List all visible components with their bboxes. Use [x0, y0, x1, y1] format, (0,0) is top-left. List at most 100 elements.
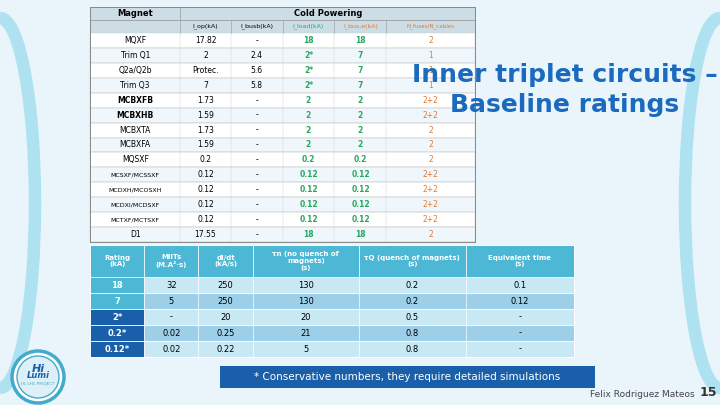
Text: 1.59: 1.59 — [197, 141, 214, 149]
Text: 250: 250 — [217, 296, 233, 305]
Text: MCDXI/MCDSXF: MCDXI/MCDSXF — [111, 202, 160, 207]
Text: 15: 15 — [699, 386, 716, 399]
Text: 0.12: 0.12 — [300, 185, 318, 194]
Text: -: - — [255, 200, 258, 209]
Text: -: - — [255, 171, 258, 179]
Bar — [90, 123, 475, 138]
Text: 2: 2 — [306, 96, 311, 104]
Text: 2: 2 — [358, 126, 363, 134]
Bar — [90, 341, 144, 357]
Text: 2: 2 — [428, 36, 433, 45]
Text: * Conservative numbers, they require detailed simulations: * Conservative numbers, they require det… — [254, 372, 561, 382]
Text: 20: 20 — [220, 313, 231, 322]
Text: Lumi: Lumi — [27, 371, 50, 381]
Text: -: - — [255, 141, 258, 149]
Bar — [90, 325, 574, 341]
Bar — [220, 366, 595, 388]
Bar — [90, 167, 475, 182]
Text: 0.25: 0.25 — [216, 328, 235, 337]
Text: 7: 7 — [358, 51, 363, 60]
Bar — [90, 93, 475, 108]
Text: 2*: 2* — [304, 51, 313, 60]
Text: HL·LHC PROJECT: HL·LHC PROJECT — [21, 382, 55, 386]
Text: 18: 18 — [303, 36, 314, 45]
Text: 21: 21 — [301, 328, 311, 337]
Text: 0.8: 0.8 — [405, 328, 419, 337]
Text: 0.5: 0.5 — [406, 313, 419, 322]
Text: MQSXF: MQSXF — [122, 156, 148, 164]
Text: 7: 7 — [358, 66, 363, 75]
Text: 0.02: 0.02 — [162, 345, 181, 354]
Text: 2: 2 — [306, 126, 311, 134]
Text: -: - — [255, 230, 258, 239]
Text: 2: 2 — [358, 111, 363, 119]
Text: -: - — [255, 185, 258, 194]
Text: MCBXFA: MCBXFA — [120, 141, 150, 149]
Circle shape — [17, 356, 59, 398]
Text: 17.82: 17.82 — [194, 36, 216, 45]
Text: 0.12*: 0.12* — [104, 345, 130, 354]
Text: τn (no quench of
magnets)
(s): τn (no quench of magnets) (s) — [272, 251, 339, 271]
Text: 0.12: 0.12 — [510, 296, 529, 305]
Text: 2*: 2* — [304, 66, 313, 75]
Text: 18: 18 — [303, 230, 314, 239]
Text: 0.2: 0.2 — [354, 156, 367, 164]
Text: 2*: 2* — [304, 81, 313, 90]
Text: -: - — [518, 345, 521, 354]
Text: -: - — [170, 313, 173, 322]
Text: MCSXF/MCSSXF: MCSXF/MCSSXF — [111, 172, 160, 177]
Text: 2*: 2* — [112, 313, 122, 322]
Text: 0.2*: 0.2* — [107, 328, 127, 337]
Text: 0.12: 0.12 — [351, 171, 370, 179]
Text: -: - — [255, 96, 258, 104]
Text: 0.2: 0.2 — [302, 156, 315, 164]
Text: 0.02: 0.02 — [162, 328, 181, 337]
Bar — [90, 63, 475, 78]
Text: 7: 7 — [203, 81, 208, 90]
Text: 0.12: 0.12 — [300, 215, 318, 224]
Text: 2: 2 — [428, 230, 433, 239]
Text: 130: 130 — [298, 281, 314, 290]
Text: 2+2: 2+2 — [423, 215, 438, 224]
Text: -: - — [255, 156, 258, 164]
Bar — [90, 33, 475, 48]
Text: MCTXF/MCTSXF: MCTXF/MCTSXF — [111, 217, 160, 222]
Text: 0.12: 0.12 — [197, 215, 214, 224]
Text: 18: 18 — [112, 281, 123, 290]
Bar — [90, 182, 475, 197]
Text: 5.8: 5.8 — [251, 81, 263, 90]
Text: Magnet: Magnet — [117, 9, 153, 18]
Text: -: - — [255, 36, 258, 45]
Text: MCBXFB: MCBXFB — [117, 96, 153, 104]
Text: MCBXTA: MCBXTA — [120, 126, 151, 134]
Text: -: - — [518, 313, 521, 322]
Text: Protec.: Protec. — [192, 66, 219, 75]
Text: 0.2: 0.2 — [199, 156, 212, 164]
Text: 2: 2 — [428, 126, 433, 134]
Text: 2: 2 — [358, 96, 363, 104]
Text: 2+2: 2+2 — [423, 185, 438, 194]
Text: 130: 130 — [298, 296, 314, 305]
Bar — [90, 48, 475, 63]
Text: MCDXH/MCOSXH: MCDXH/MCOSXH — [109, 187, 162, 192]
Text: 0.8: 0.8 — [405, 345, 419, 354]
Bar — [90, 7, 475, 20]
Text: 2: 2 — [306, 111, 311, 119]
Text: 2+2: 2+2 — [423, 200, 438, 209]
Text: 0.12: 0.12 — [300, 171, 318, 179]
Text: 18: 18 — [355, 36, 366, 45]
Text: -: - — [255, 126, 258, 134]
Text: 0.12: 0.12 — [300, 200, 318, 209]
Text: 0.12: 0.12 — [197, 171, 214, 179]
Text: I_bus,e(kA): I_bus,e(kA) — [343, 23, 378, 29]
Text: Trim Q1: Trim Q1 — [120, 51, 150, 60]
Text: Inner triplet circuits –
Baseline ratings: Inner triplet circuits – Baseline rating… — [412, 63, 718, 117]
Bar — [90, 309, 574, 325]
Text: 1.73: 1.73 — [197, 96, 214, 104]
Text: 2: 2 — [203, 51, 208, 60]
Text: 2: 2 — [306, 141, 311, 149]
Bar — [90, 245, 574, 277]
Text: -: - — [255, 215, 258, 224]
Text: Equivalent time
(s): Equivalent time (s) — [488, 255, 552, 267]
Text: 20: 20 — [301, 313, 311, 322]
